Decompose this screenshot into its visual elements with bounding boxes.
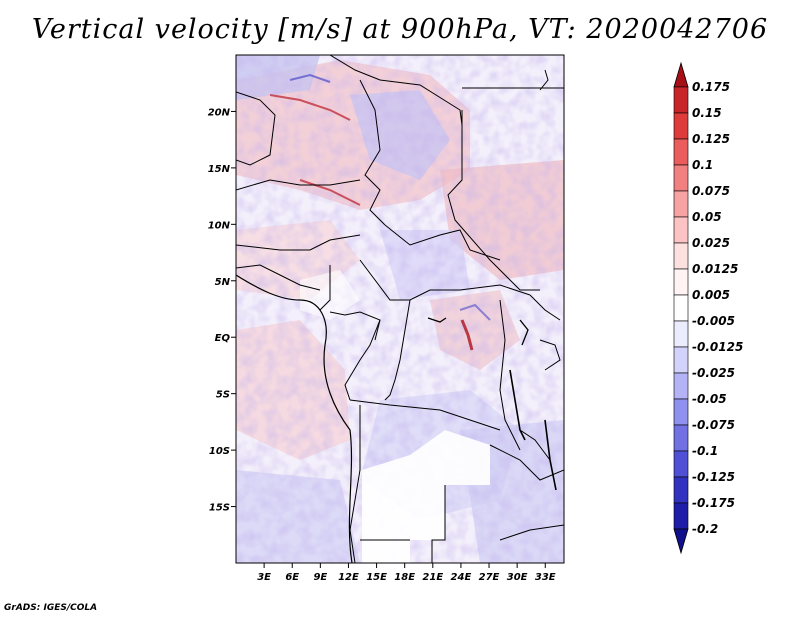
lon-label: 3E	[257, 572, 271, 583]
colorbar-label: 0.175	[692, 80, 730, 94]
colorbar-segment	[673, 398, 689, 426]
colorbar-label: 0.075	[692, 184, 730, 198]
colorbar-segment	[673, 372, 689, 400]
colorbar-segment	[673, 112, 689, 140]
lat-label: 15S	[209, 503, 230, 514]
lon-label: 15E	[366, 572, 387, 583]
colorbar-label: 0.05	[692, 210, 722, 224]
lat-label: 15N	[208, 164, 231, 175]
colorbar-label: -0.175	[692, 496, 735, 510]
colorbar-segment	[673, 502, 689, 530]
colorbar-segment	[673, 476, 689, 504]
colorbar-label: -0.125	[692, 470, 735, 484]
colorbar-segment	[673, 242, 689, 270]
colorbar: 0.175 0.15 0.125 0.1 0.075 0.05 0.025 0.0125 0.0…	[673, 61, 743, 555]
colorbar-label: -0.1	[692, 444, 718, 458]
lon-label: 6E	[285, 572, 299, 583]
lat-label: EQ	[215, 333, 231, 344]
colorbar-label: 0.125	[692, 132, 730, 146]
colorbar-segment	[673, 320, 689, 348]
colorbar-label: -0.05	[692, 392, 727, 406]
colorbar-segment	[673, 294, 689, 322]
colorbar-segment	[673, 216, 689, 244]
colorbar-bottom-arrow	[673, 528, 689, 555]
colorbar-label: -0.2	[692, 522, 718, 536]
colorbar-segment	[673, 138, 689, 166]
lon-label: 18E	[394, 572, 415, 583]
colorbar-label: 0.005	[692, 288, 730, 302]
colorbar-segment	[673, 346, 689, 374]
velocity-field	[236, 55, 564, 563]
lon-label: 21E	[422, 572, 443, 583]
colorbar-segment	[673, 450, 689, 478]
colorbar-top-arrow	[673, 61, 689, 88]
lat-label: 5N	[215, 277, 231, 288]
lat-label: 5S	[216, 390, 230, 401]
colorbar-label: -0.0125	[692, 340, 743, 354]
lon-label: 27E	[479, 572, 500, 583]
lat-label: 20N	[208, 107, 231, 118]
colorbar-segment	[673, 190, 689, 218]
lon-label: 33E	[535, 572, 556, 583]
map-frame	[235, 54, 565, 564]
lon-label: 12E	[338, 572, 359, 583]
colorbar-label: 0.0125	[692, 262, 738, 276]
colorbar-label: -0.075	[692, 418, 735, 432]
grads-credit: GrADS: IGES/COLA	[4, 603, 98, 613]
lat-label: 10N	[208, 220, 231, 231]
colorbar-label: 0.15	[692, 106, 722, 120]
lat-label: 10S	[209, 446, 230, 457]
colorbar-label: -0.005	[692, 314, 735, 328]
colorbar-segment	[673, 86, 689, 114]
map-title: Vertical velocity [m/s] at 900hPa, VT: 2…	[31, 14, 769, 45]
lon-label: 9E	[313, 572, 327, 583]
colorbar-segment	[673, 164, 689, 192]
colorbar-segment	[673, 424, 689, 452]
lon-label: 24E	[451, 572, 472, 583]
colorbar-label: 0.025	[692, 236, 730, 250]
colorbar-segment	[673, 268, 689, 296]
longitude-axis: 3E 6E 9E 12E 15E 18E 21E 24E 27E 30E 33E	[257, 563, 556, 583]
colorbar-label: 0.1	[692, 158, 713, 172]
colorbar-label: -0.025	[692, 366, 735, 380]
latitude-axis: 20N 15N 10N 5N EQ 5S 10S 15S	[208, 107, 236, 514]
lon-label: 30E	[507, 572, 528, 583]
